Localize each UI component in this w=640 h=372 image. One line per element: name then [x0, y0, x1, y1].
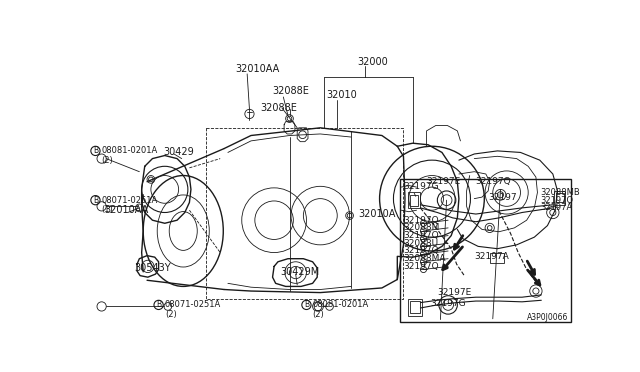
Text: 32197Q: 32197Q: [403, 262, 439, 271]
Text: 32010AA: 32010AA: [105, 205, 149, 215]
Text: 30543Y: 30543Y: [134, 263, 171, 273]
Text: 32197: 32197: [488, 193, 516, 202]
Bar: [490, 253, 504, 263]
Text: 32197Q: 32197Q: [475, 177, 511, 186]
Text: (2): (2): [312, 310, 324, 319]
Text: (1): (1): [102, 205, 113, 214]
Bar: [410, 301, 420, 313]
Text: 32000: 32000: [357, 57, 388, 67]
Text: 32010AA: 32010AA: [236, 64, 280, 74]
Text: 32088E: 32088E: [273, 86, 309, 96]
Bar: [554, 191, 565, 205]
Text: 32197A: 32197A: [541, 203, 573, 212]
Text: 32010: 32010: [326, 90, 357, 100]
Text: (2): (2): [102, 155, 113, 165]
Text: 30429M: 30429M: [280, 267, 319, 277]
Text: 32088U: 32088U: [403, 239, 438, 248]
Text: 32197G: 32197G: [403, 182, 439, 191]
Text: 08071-0251A: 08071-0251A: [164, 301, 221, 310]
Bar: [401, 179, 572, 322]
Text: B: B: [93, 196, 98, 205]
Text: 32088MB: 32088MB: [541, 188, 580, 197]
Text: 30429: 30429: [163, 147, 194, 157]
Text: 32010A: 32010A: [359, 209, 396, 219]
Bar: [556, 193, 564, 202]
Text: 32088M: 32088M: [403, 224, 440, 232]
Text: 08081-0201A: 08081-0201A: [312, 301, 369, 310]
Bar: [408, 192, 420, 208]
Bar: [410, 195, 418, 206]
Text: 08081-0201A: 08081-0201A: [102, 147, 158, 155]
Text: (2): (2): [164, 310, 177, 319]
Text: B: B: [304, 301, 309, 310]
Text: 32197Q: 32197Q: [403, 216, 439, 225]
Text: 32197E: 32197E: [427, 177, 461, 186]
Text: 32088E: 32088E: [260, 103, 297, 113]
Text: 32197Q: 32197Q: [403, 247, 439, 256]
Text: 32197Q: 32197Q: [403, 231, 439, 240]
Text: 08071-0251A: 08071-0251A: [102, 196, 158, 205]
Text: 32197E: 32197E: [437, 288, 472, 297]
Text: B: B: [93, 147, 98, 155]
Text: B: B: [156, 301, 161, 310]
Text: A3P0J0066: A3P0J0066: [527, 313, 568, 322]
Text: 32197G: 32197G: [431, 299, 466, 308]
Text: 32197Q: 32197Q: [541, 196, 573, 205]
Text: 32197A: 32197A: [474, 252, 509, 261]
Bar: [408, 299, 422, 316]
Text: 32088MA: 32088MA: [403, 254, 446, 263]
